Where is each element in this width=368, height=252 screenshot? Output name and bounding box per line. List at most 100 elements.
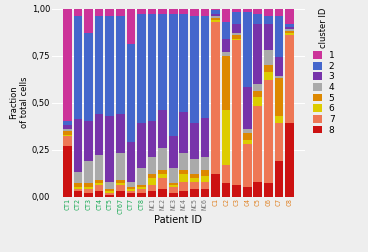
Bar: [95, 180, 103, 183]
Bar: [158, 110, 167, 148]
Bar: [222, 39, 230, 52]
Bar: [275, 161, 283, 197]
Bar: [211, 20, 220, 22]
Bar: [158, 9, 167, 14]
Bar: [95, 16, 103, 114]
Bar: [285, 9, 294, 23]
Bar: [74, 183, 82, 187]
Bar: [254, 91, 262, 97]
Bar: [158, 189, 167, 197]
Bar: [84, 193, 93, 197]
Bar: [254, 97, 262, 106]
Bar: [201, 16, 209, 118]
Bar: [232, 9, 241, 12]
Bar: [243, 133, 252, 140]
Bar: [190, 178, 199, 181]
Bar: [222, 183, 230, 197]
Bar: [137, 123, 146, 168]
Bar: [105, 193, 114, 195]
Bar: [222, 55, 230, 110]
Bar: [116, 153, 125, 180]
Bar: [264, 72, 273, 80]
Bar: [190, 159, 199, 174]
Bar: [74, 191, 82, 197]
Bar: [105, 195, 114, 197]
Bar: [63, 121, 72, 125]
Bar: [222, 110, 230, 165]
Bar: [232, 33, 241, 35]
Bar: [148, 121, 156, 157]
Bar: [95, 9, 103, 16]
Bar: [254, 9, 262, 14]
Bar: [190, 189, 199, 197]
Bar: [211, 22, 220, 174]
Bar: [285, 35, 294, 123]
Bar: [84, 9, 93, 33]
Bar: [169, 183, 177, 185]
Bar: [243, 144, 252, 187]
Bar: [127, 44, 135, 142]
Bar: [105, 116, 114, 181]
Bar: [95, 185, 103, 191]
Bar: [264, 65, 273, 72]
Bar: [158, 14, 167, 110]
Bar: [275, 116, 283, 123]
Bar: [264, 9, 273, 16]
Bar: [232, 41, 241, 185]
Bar: [127, 142, 135, 181]
Bar: [148, 157, 156, 174]
Bar: [254, 84, 262, 91]
Bar: [116, 16, 125, 114]
Bar: [95, 155, 103, 180]
Bar: [84, 187, 93, 189]
Bar: [84, 121, 93, 161]
Bar: [137, 189, 146, 193]
Bar: [254, 23, 262, 84]
Bar: [105, 9, 114, 16]
Bar: [201, 118, 209, 157]
Bar: [190, 123, 199, 159]
Bar: [137, 185, 146, 187]
Bar: [243, 140, 252, 144]
Bar: [285, 123, 294, 197]
Bar: [63, 131, 72, 135]
Bar: [285, 29, 294, 31]
Bar: [243, 129, 252, 133]
Bar: [148, 174, 156, 178]
Bar: [264, 16, 273, 23]
Bar: [264, 80, 273, 183]
Bar: [63, 135, 72, 136]
Bar: [285, 27, 294, 29]
Bar: [232, 39, 241, 41]
Bar: [137, 14, 146, 123]
Bar: [137, 168, 146, 185]
Bar: [148, 191, 156, 197]
Legend: 1, 2, 3, 4, 5, 6, 7, 8: 1, 2, 3, 4, 5, 6, 7, 8: [312, 8, 335, 136]
Bar: [190, 174, 199, 178]
Bar: [63, 129, 72, 131]
Bar: [211, 10, 220, 14]
Bar: [243, 187, 252, 197]
Bar: [190, 16, 199, 123]
Bar: [222, 165, 230, 183]
Bar: [201, 157, 209, 170]
Bar: [105, 191, 114, 193]
Bar: [74, 16, 82, 119]
Bar: [137, 9, 146, 14]
Bar: [201, 189, 209, 197]
Bar: [180, 181, 188, 191]
Bar: [254, 14, 262, 23]
Bar: [74, 119, 82, 172]
Bar: [127, 193, 135, 197]
Bar: [264, 50, 273, 65]
Bar: [127, 189, 135, 191]
Bar: [201, 176, 209, 181]
Bar: [180, 9, 188, 14]
Bar: [63, 125, 72, 129]
Bar: [211, 14, 220, 16]
Bar: [211, 9, 220, 10]
Bar: [63, 136, 72, 146]
Bar: [232, 185, 241, 197]
Bar: [180, 14, 188, 112]
Bar: [148, 185, 156, 191]
